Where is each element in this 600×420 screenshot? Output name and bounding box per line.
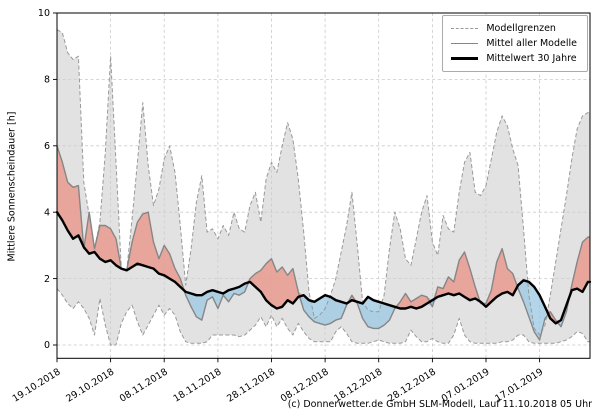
above-normal-band — [57, 145, 590, 324]
svg-text:29.10.2018: 29.10.2018 — [64, 367, 116, 405]
y-axis-label: Mittlere Sonnenscheindauer [h] — [6, 111, 18, 262]
svg-text:10: 10 — [38, 8, 50, 19]
model-mean-line — [56, 145, 590, 341]
x-axis-ticks: 19.10.2018 29.10.2018 08.11.2018 18.11.2018… — [11, 358, 545, 405]
below-normal-band — [57, 212, 590, 340]
svg-text:19.10.2018: 19.10.2018 — [11, 367, 63, 405]
30yr-mean-line — [55, 211, 592, 325]
axes-frame — [56, 12, 591, 359]
svg-text:0: 0 — [44, 340, 50, 351]
svg-text:4: 4 — [44, 207, 50, 218]
gray-line-swatch-icon — [451, 43, 479, 44]
svg-text:28.11.2018: 28.11.2018 — [225, 367, 277, 405]
svg-text:6: 6 — [44, 141, 50, 152]
model-bounds-lines — [56, 29, 590, 346]
svg-text:2: 2 — [44, 274, 50, 285]
legend-item-mittelwert-30-jahre: Mittelwert 30 Jahre — [451, 51, 577, 66]
dashed-line-swatch-icon — [451, 28, 479, 29]
svg-text:08.11.2018: 08.11.2018 — [118, 367, 170, 405]
legend-item-mittel-aller-modelle: Mittel aller Modelle — [451, 36, 577, 51]
legend: Modellgrenzen Mittel aller Modelle Mitte… — [442, 15, 588, 72]
legend-label: Mittel aller Modelle — [486, 38, 577, 49]
legend-label: Mittelwert 30 Jahre — [486, 53, 577, 64]
legend-item-modellgrenzen: Modellgrenzen — [451, 21, 577, 36]
y-axis-ticks: 0 2 4 6 8 10 — [38, 8, 57, 351]
black-line-swatch-icon — [451, 57, 479, 60]
legend-label: Modellgrenzen — [486, 23, 556, 34]
svg-text:18.11.2018: 18.11.2018 — [172, 367, 224, 405]
svg-text:8: 8 — [44, 75, 50, 86]
copyright-caption: (c) Donnerwetter.de GmbH SLM-Modell, Lau… — [287, 399, 592, 410]
model-range-band — [57, 29, 590, 345]
